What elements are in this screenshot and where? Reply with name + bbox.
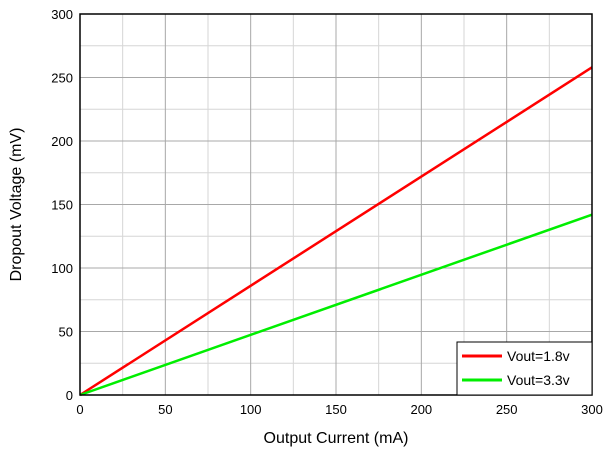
y-axis-title: Dropout Voltage (mV) (8, 128, 25, 282)
legend-label-vout-1-8v: Vout=1.8v (507, 348, 570, 364)
legend-box (456, 341, 593, 396)
series-lines (79, 66, 593, 397)
y-tick-label: 300 (51, 7, 73, 22)
x-tick-label: 300 (581, 402, 603, 417)
legend-label-vout-3-3v: Vout=3.3v (507, 372, 570, 388)
y-tick-label: 100 (51, 261, 73, 276)
x-tick-label: 250 (496, 402, 518, 417)
y-tick-label: 250 (51, 71, 73, 86)
x-tick-label: 50 (158, 402, 172, 417)
y-tick-label: 150 (51, 198, 73, 213)
x-axis-title: Output Current (mA) (264, 430, 409, 447)
x-tick-label: 0 (76, 402, 83, 417)
legend: Vout=1.8v Vout=3.3v (456, 341, 593, 396)
plot-frame (79, 13, 593, 396)
tick-labels: 0 50 100 150 200 250 300 0 50 100 150 200 250 300 (51, 7, 603, 417)
x-tick-label: 150 (325, 402, 347, 417)
y-tick-label: 50 (59, 325, 73, 340)
x-tick-label: 100 (240, 402, 262, 417)
series-line-vout-3-3v (79, 213, 593, 397)
series-line-vout-1-8v (79, 66, 593, 397)
y-tick-label: 0 (66, 388, 73, 403)
x-tick-label: 200 (410, 402, 432, 417)
y-tick-label: 200 (51, 134, 73, 149)
